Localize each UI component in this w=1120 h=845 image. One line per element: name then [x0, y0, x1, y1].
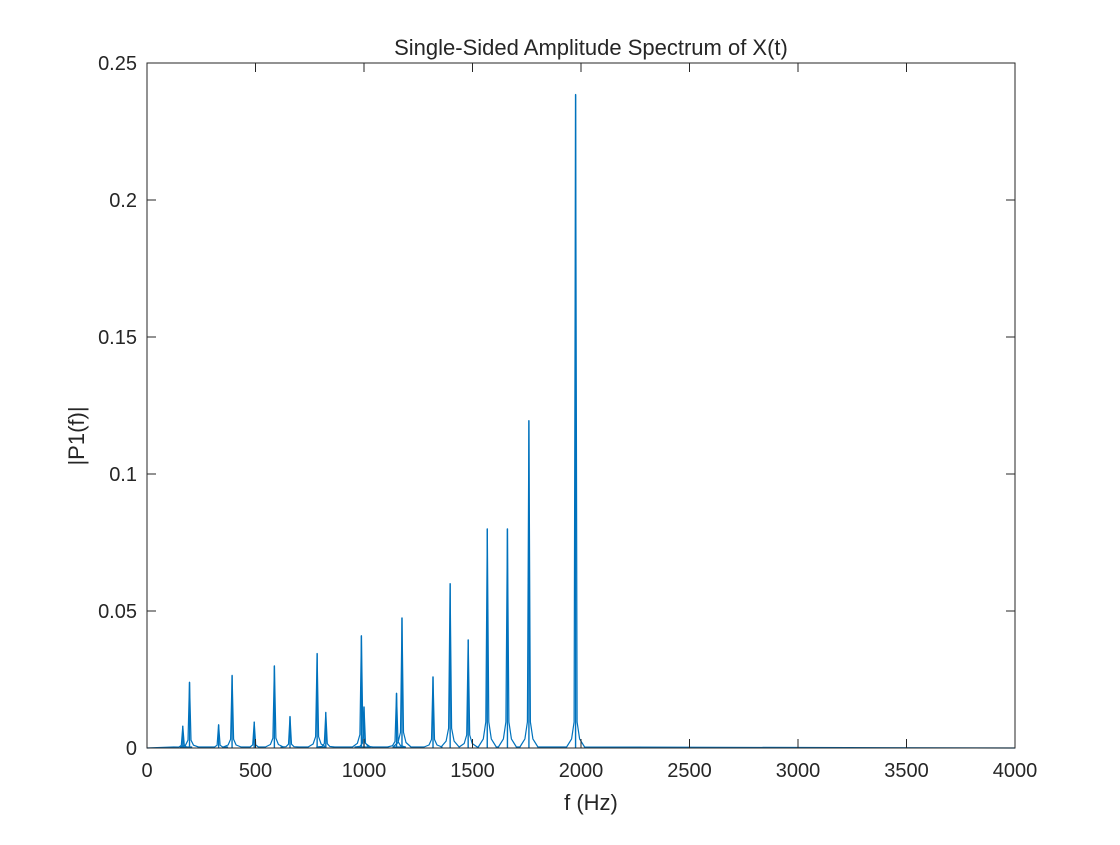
x-tick-label: 500	[239, 760, 272, 782]
x-tick-label: 3000	[776, 760, 821, 782]
y-tick-label: 0.25	[98, 53, 137, 75]
x-tick-label: 4000	[993, 760, 1038, 782]
y-tick-label: 0.1	[109, 464, 137, 486]
y-tick-label: 0.15	[98, 327, 137, 349]
y-tick-label: 0.2	[109, 190, 137, 212]
x-tick-label: 2500	[667, 760, 712, 782]
x-tick-label: 2000	[559, 760, 604, 782]
x-tick-label: 0	[141, 760, 152, 782]
y-tick-label: 0	[126, 738, 137, 760]
x-axis-label: f (Hz)	[564, 790, 618, 815]
y-tick-label: 0.05	[98, 601, 137, 623]
spectrum-line	[146, 93, 1016, 749]
x-tick-label: 1000	[342, 760, 387, 782]
y-axis-label: |P1(f)|	[64, 406, 89, 465]
chart-title: Single-Sided Amplitude Spectrum of X(t)	[394, 35, 788, 60]
x-tick-label: 1500	[450, 760, 495, 782]
x-tick-label: 3500	[884, 760, 929, 782]
plot-area: 0 500 1000 1500 2000 2500 3000 3500 4000 0 0.05 0.1…	[98, 53, 1037, 782]
